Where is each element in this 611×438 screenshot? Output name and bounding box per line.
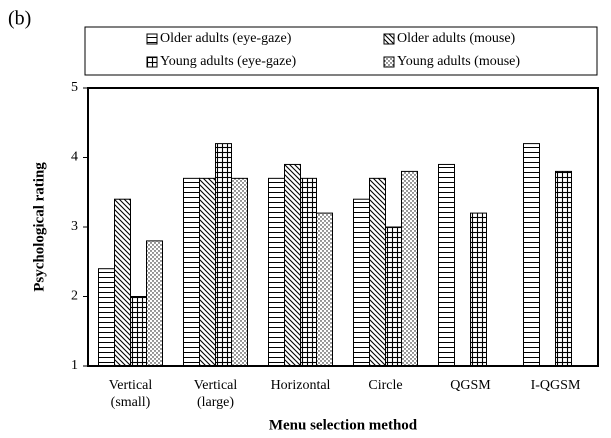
y-axis-label: Psychological rating xyxy=(31,162,47,292)
bar xyxy=(300,177,317,367)
bar xyxy=(316,212,333,367)
bar xyxy=(555,170,572,367)
y-tick-label: 5 xyxy=(71,80,78,95)
bar xyxy=(199,177,216,367)
bar xyxy=(523,143,540,367)
bar xyxy=(231,177,248,367)
bar xyxy=(146,240,163,367)
x-tick-label: Circle xyxy=(368,378,402,393)
legend-swatch xyxy=(383,56,395,68)
bar xyxy=(183,177,200,367)
bar xyxy=(268,177,285,367)
bar xyxy=(385,226,402,367)
bar xyxy=(369,177,386,367)
bar xyxy=(284,163,301,367)
bar xyxy=(353,198,370,367)
x-tick-label: Vertical (small) xyxy=(109,378,153,410)
panel-label: (b) xyxy=(8,8,31,30)
x-tick-label: QGSM xyxy=(450,378,491,393)
bar xyxy=(215,143,232,367)
legend-box xyxy=(84,26,598,76)
bar xyxy=(438,163,455,367)
legend-swatch xyxy=(146,56,158,68)
bar xyxy=(98,268,115,367)
bar xyxy=(130,296,147,367)
bar xyxy=(470,212,487,367)
x-tick-label: Vertical (large) xyxy=(194,378,238,410)
x-tick-label: I-QGSM xyxy=(531,378,581,393)
legend-swatch xyxy=(146,33,158,45)
y-tick-label: 4 xyxy=(71,150,78,165)
legend-label: Young adults (eye-gaze) xyxy=(160,54,297,69)
y-tick-label: 3 xyxy=(71,219,78,234)
x-tick-label: Horizontal xyxy=(271,378,331,393)
legend-label: Older adults (mouse) xyxy=(397,31,516,46)
plot-frame xyxy=(87,87,599,367)
legend-label: Older adults (eye-gaze) xyxy=(160,31,292,46)
legend-label: Young adults (mouse) xyxy=(397,54,520,69)
y-tick-label: 2 xyxy=(71,289,78,304)
bar xyxy=(401,170,418,367)
y-tick-label: 1 xyxy=(71,358,78,373)
x-axis-label: Menu selection method xyxy=(269,417,418,433)
legend-swatch xyxy=(383,33,395,45)
bar xyxy=(114,198,131,367)
